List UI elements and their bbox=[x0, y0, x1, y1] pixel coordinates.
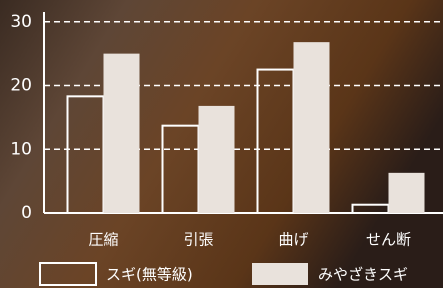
x-tick-label: 引張 bbox=[183, 231, 213, 249]
page: {"chart_data": {"type": "bar", "categori… bbox=[0, 0, 443, 288]
y-tick-label: 10 bbox=[10, 139, 32, 159]
x-tick-label: 圧縮 bbox=[88, 231, 118, 249]
bar bbox=[199, 106, 235, 213]
x-tick-label: せん断 bbox=[366, 231, 411, 249]
bar bbox=[294, 42, 330, 213]
bar bbox=[104, 54, 140, 213]
y-tick-label: 0 bbox=[21, 203, 32, 223]
chart: 0 10 20 30 圧縮 引張 曲げ せん断スギ(無等級) みやざきスギ bbox=[0, 0, 443, 288]
x-tick-label: 曲げ bbox=[278, 231, 308, 249]
legend-label: みやざきスギ bbox=[318, 266, 408, 284]
y-tick-label: 30 bbox=[10, 12, 32, 32]
legend-label: スギ(無等級) bbox=[106, 266, 193, 284]
legend-swatch bbox=[252, 263, 308, 285]
y-tick-label: 20 bbox=[10, 76, 32, 96]
bar bbox=[389, 173, 425, 213]
